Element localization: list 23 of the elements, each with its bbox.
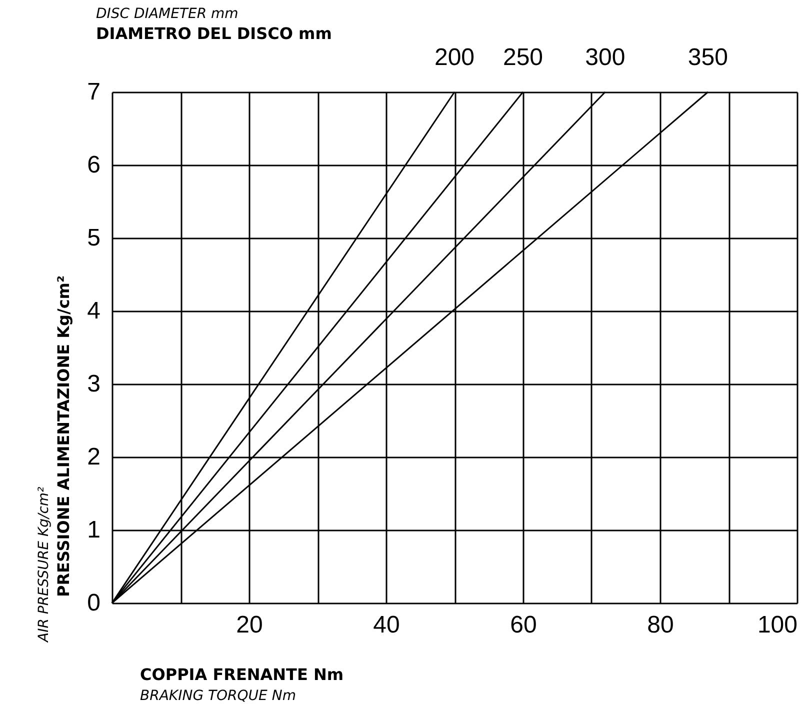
series-label: 200 <box>434 44 475 71</box>
series-label: 300 <box>585 44 626 71</box>
y-tick-label: 7 <box>87 78 100 106</box>
series-label: 350 <box>688 44 728 71</box>
y-tick-label: 4 <box>87 298 100 324</box>
chart-title: DIAMETRO DEL DISCO mm <box>96 24 332 43</box>
chart-subtitle: DISC DIAMETER mm <box>96 6 238 22</box>
y-tick-label: 5 <box>87 224 100 252</box>
x-tick-label: 100 <box>757 612 798 638</box>
x-tick-label: 80 <box>647 612 674 638</box>
x-axis-title: COPPIA FRENANTE Nm <box>140 665 344 684</box>
y-tick-label: 1 <box>87 516 100 544</box>
y-tick-label: 6 <box>87 152 100 178</box>
y-tick-label: 3 <box>87 370 100 398</box>
text: BRAKING TORQUE Nm <box>140 688 296 704</box>
x-tick-label: 60 <box>510 612 537 638</box>
x-tick-label: 40 <box>373 612 400 638</box>
y-tick-label: 0 <box>87 590 100 616</box>
text: AIR PRESSURE Kg/cm² <box>36 486 52 643</box>
y-tick-label: 2 <box>87 444 100 470</box>
series-label: 250 <box>502 44 544 71</box>
y-axis-title: PRESSIONE ALIMENTAZIONE Kg/cm² <box>54 276 73 597</box>
x-tick-label: 20 <box>236 612 263 638</box>
